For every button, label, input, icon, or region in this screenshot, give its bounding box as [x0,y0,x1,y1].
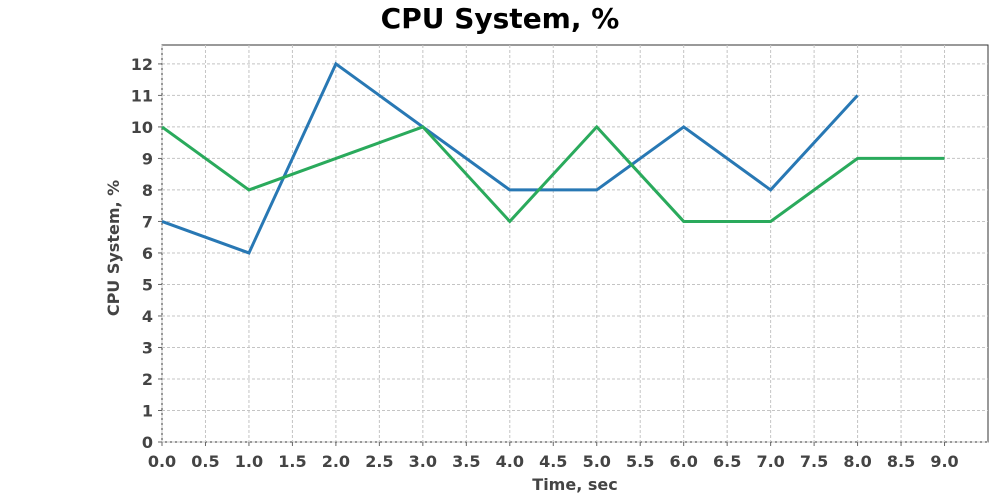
y-axis-label: CPU System, % [104,180,123,316]
x-tick-label: 3.5 [452,452,480,471]
y-tick-label: 9 [142,149,153,168]
y-tick-label: 6 [142,244,153,263]
x-tick-label: 1.0 [235,452,263,471]
series-line-1 [161,61,859,255]
x-tick-label: 1.5 [278,452,306,471]
y-tick-label: 4 [142,307,153,326]
y-tick-label: 12 [131,55,153,74]
y-tick-label: 1 [142,401,153,420]
x-tick-label: 2.5 [365,452,393,471]
y-tick-label: 11 [131,86,153,105]
y-tick-label: 5 [142,275,153,294]
x-tick-label: 3.0 [409,452,437,471]
y-tick-label: 3 [142,338,153,357]
x-tick-label: 8.5 [887,452,915,471]
y-tick-label: 2 [142,370,153,389]
x-tick-label: 4.0 [496,452,524,471]
y-tick-label: 7 [142,212,153,231]
y-tick-label: 0 [142,433,153,452]
x-tick-label: 5.0 [583,452,611,471]
x-tick-label: 5.5 [626,452,654,471]
x-tick-label: 2.0 [322,452,350,471]
x-tick-label: 0.5 [191,452,219,471]
series-lines [161,61,945,255]
plot-area [161,44,989,443]
x-axis-label: Time, sec [532,475,617,494]
x-tick-label: 9.0 [930,452,958,471]
grid [161,45,988,443]
y-tick-label: 8 [142,181,153,200]
x-tick-label: 8.0 [843,452,871,471]
x-tick-label: 7.5 [800,452,828,471]
chart-title: CPU System, % [381,2,620,35]
x-tick-label: 0.0 [148,452,176,471]
x-tick-label: 4.5 [539,452,567,471]
series-line-2 [161,124,945,224]
x-axis-ticks: 0.0 0.5 1.0 1.5 2.0 2.5 3.0 3.5 4.0 4.5 5.0 5.5 6.0 6… [148,442,959,471]
x-tick-label: 6.0 [670,452,698,471]
x-tick-label: 7.0 [756,452,784,471]
y-tick-label: 10 [131,118,153,137]
x-tick-label: 6.5 [713,452,741,471]
